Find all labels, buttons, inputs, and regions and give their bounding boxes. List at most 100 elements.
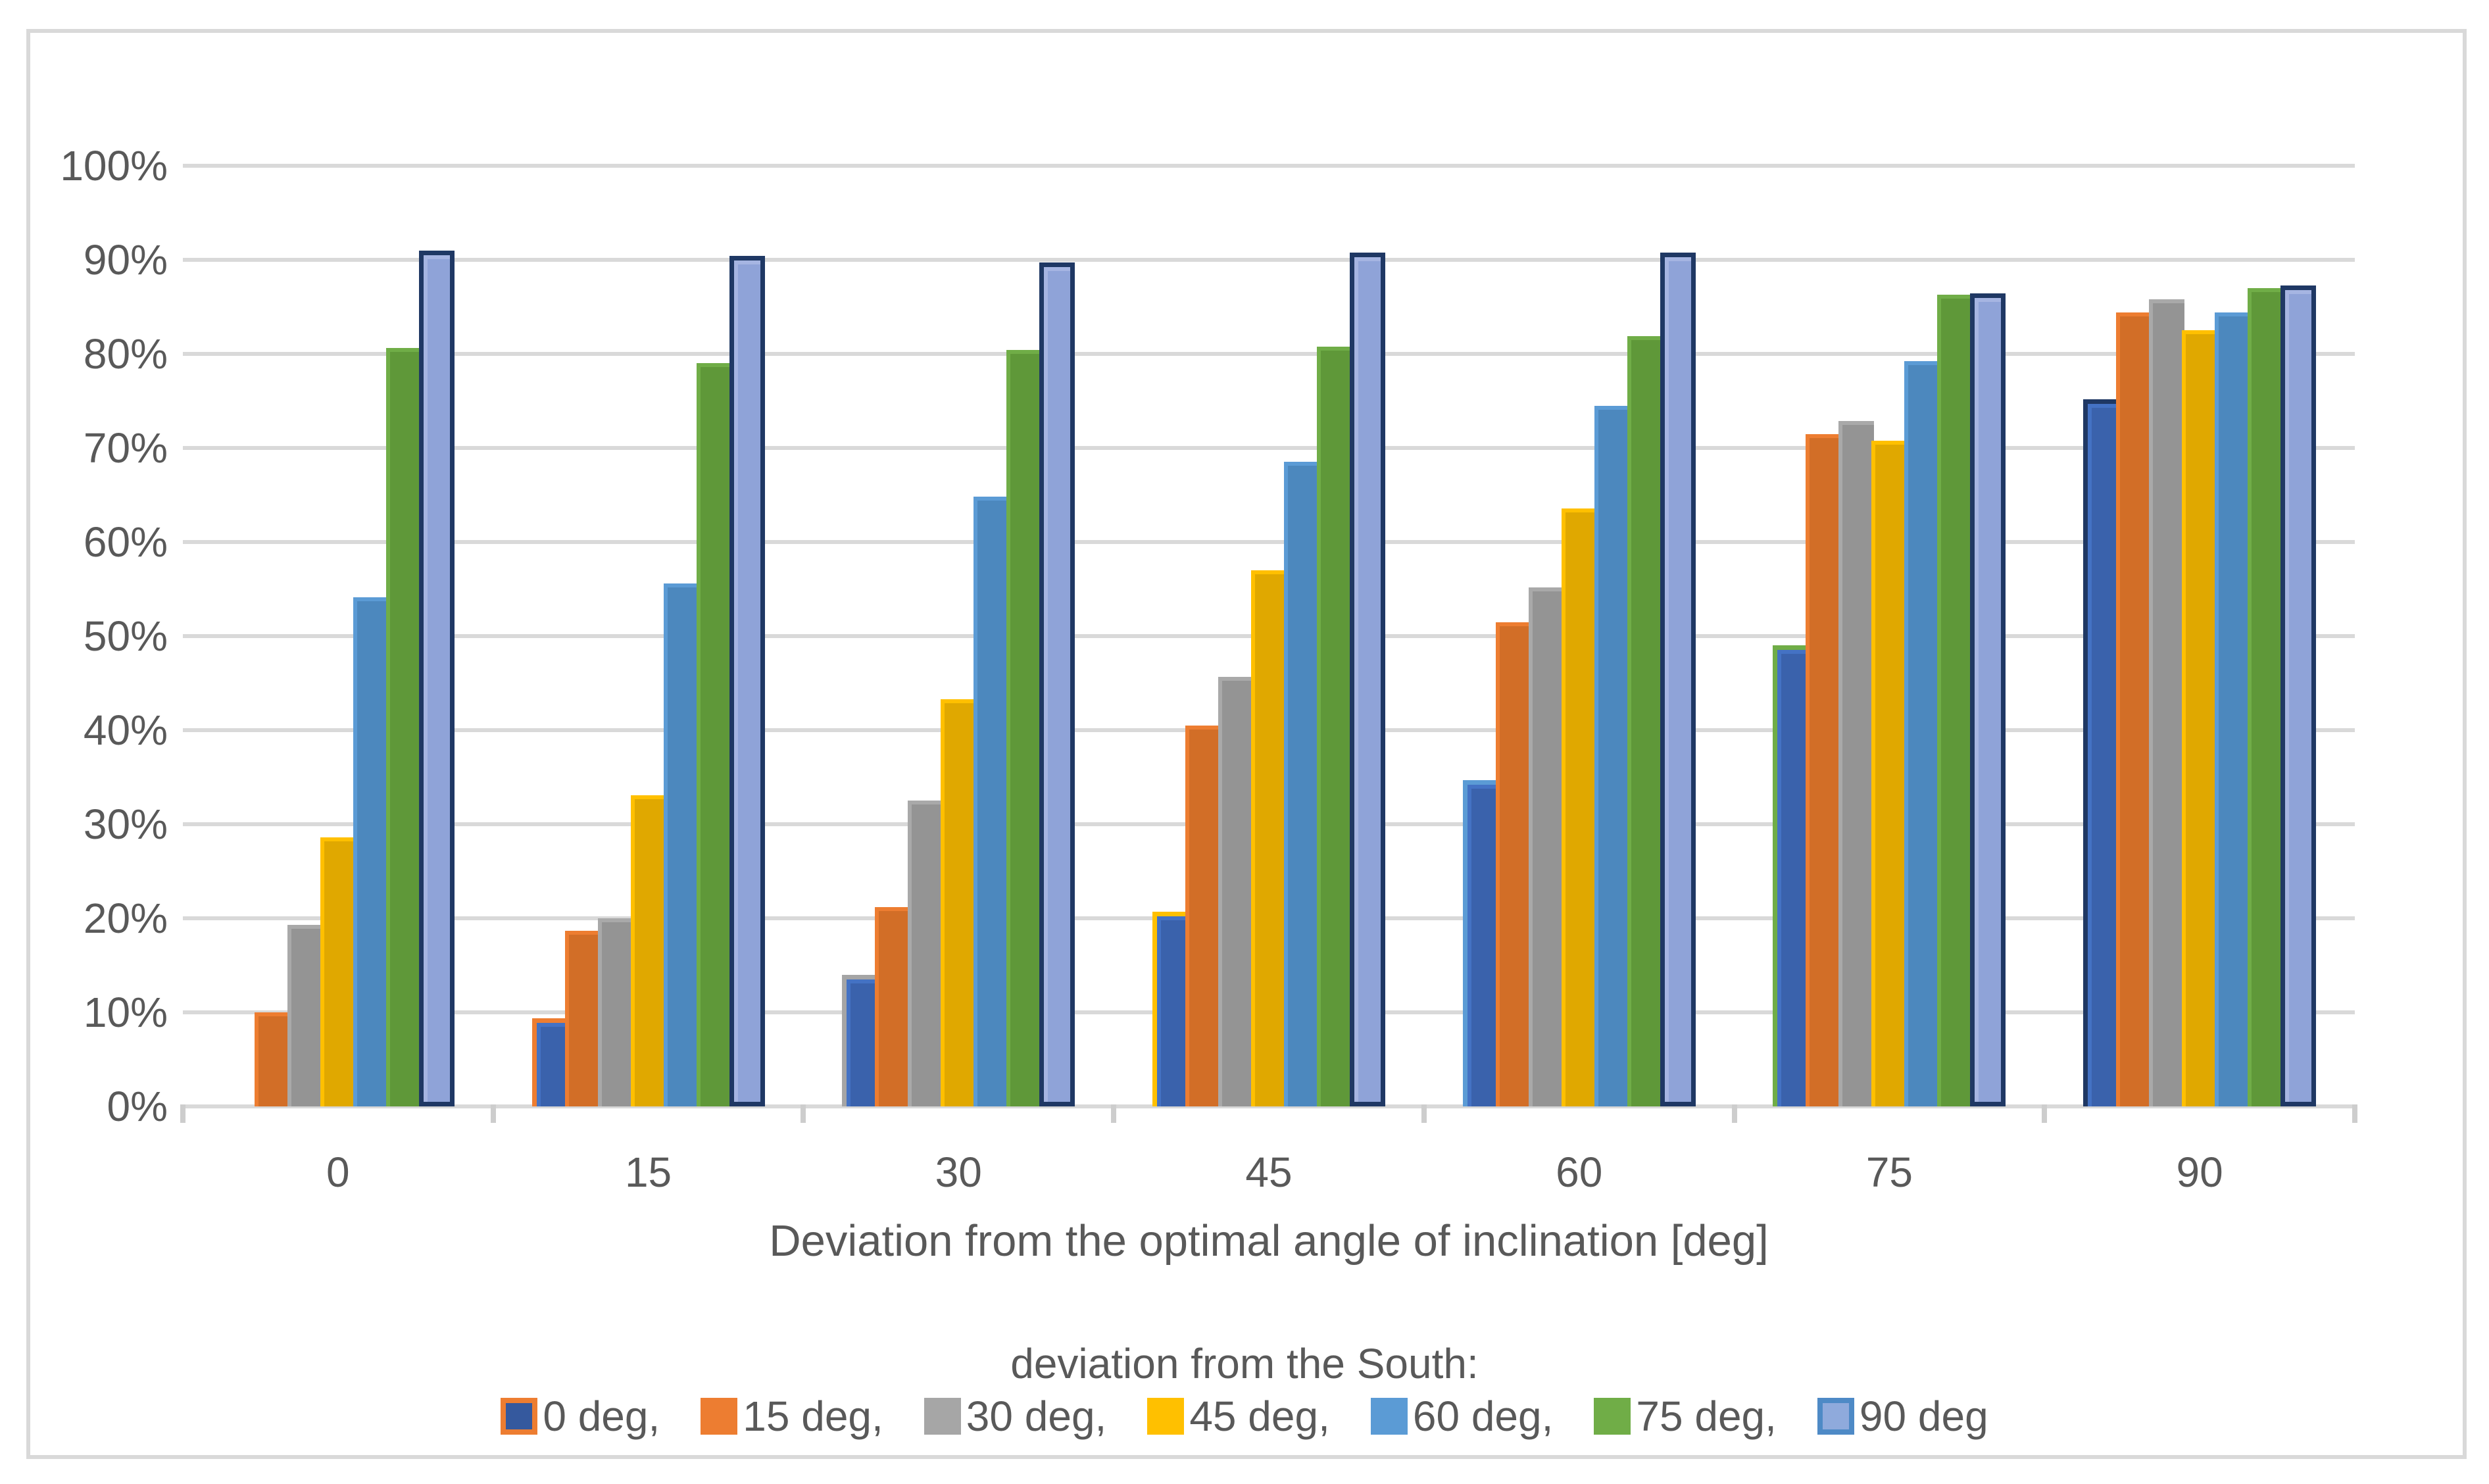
bar-0-deg-incl-45 <box>1152 912 1188 1106</box>
x-axis-label: 45 <box>1245 1149 1293 1196</box>
gridline <box>183 352 2355 356</box>
legend-swatch-75-deg <box>1594 1398 1631 1435</box>
x-axis-tick <box>2352 1104 2357 1123</box>
bar-75-deg-incl-15 <box>696 363 732 1106</box>
bar-45-deg-incl-0 <box>320 837 356 1106</box>
x-axis-title: Deviation from the optimal angle of incl… <box>769 1216 1769 1266</box>
x-axis-tick <box>490 1104 496 1123</box>
x-axis-label: 30 <box>935 1149 982 1196</box>
bar-75-deg-incl-0 <box>385 348 422 1106</box>
bar-75-deg-incl-75 <box>1937 294 1973 1106</box>
bar-15-deg-incl-60 <box>1495 622 1531 1106</box>
bar-60-deg-incl-45 <box>1284 462 1319 1106</box>
bar-45-deg-incl-15 <box>630 795 666 1106</box>
legend-title: deviation from the South: <box>1010 1340 1479 1387</box>
bar-90-deg-incl-30 <box>1039 262 1075 1106</box>
bar-30-deg-incl-90 <box>2149 299 2185 1106</box>
x-axis-tick <box>2042 1104 2048 1123</box>
bar-90-deg-incl-60 <box>1660 252 1696 1106</box>
bar-60-deg-incl-15 <box>663 583 699 1106</box>
bar-45-deg-incl-75 <box>1871 440 1908 1106</box>
bar-60-deg-incl-90 <box>2215 312 2251 1106</box>
legend-label: 0 deg, <box>543 1393 660 1440</box>
x-axis-label: 0 <box>326 1149 350 1196</box>
gridline <box>183 446 2355 450</box>
bar-60-deg-incl-60 <box>1594 405 1630 1106</box>
bar-15-deg-incl-45 <box>1185 725 1221 1106</box>
legend-item-90-deg: 90 deg <box>1817 1393 1988 1439</box>
legend-label: 30 deg, <box>966 1393 1107 1440</box>
bar-45-deg-incl-60 <box>1561 508 1597 1106</box>
y-axis-label: 50% <box>83 612 168 660</box>
bar-45-deg-incl-90 <box>2182 330 2218 1106</box>
legend-item-75-deg: 75 deg, <box>1594 1393 1777 1439</box>
x-axis-label: 15 <box>624 1149 672 1196</box>
bar-75-deg-incl-90 <box>2248 287 2284 1106</box>
x-axis-tick <box>1111 1104 1117 1123</box>
y-axis-label: 30% <box>83 801 168 848</box>
bar-60-deg-incl-30 <box>973 497 1010 1106</box>
bar-60-deg-incl-0 <box>353 597 389 1106</box>
y-axis-label: 70% <box>83 424 168 472</box>
legend-label: 90 deg <box>1859 1393 1988 1440</box>
legend-swatch-30-deg <box>924 1398 961 1435</box>
bar-30-deg-incl-75 <box>1838 420 1875 1106</box>
bar-90-deg-incl-75 <box>1970 293 2006 1106</box>
bar-30-deg-incl-60 <box>1528 587 1564 1106</box>
legend-swatch-60-deg <box>1370 1398 1408 1435</box>
legend-item-30-deg: 30 deg, <box>924 1393 1107 1440</box>
bar-0-deg-incl-60 <box>1462 779 1498 1106</box>
bar-0-deg-incl-30 <box>842 974 878 1106</box>
legend-label: 45 deg, <box>1189 1393 1330 1440</box>
bar-0-deg-incl-90 <box>2083 399 2119 1106</box>
x-axis-tick <box>1421 1104 1427 1123</box>
gridline <box>183 540 2355 544</box>
gridline <box>183 164 2355 168</box>
bar-90-deg-incl-15 <box>729 256 765 1106</box>
bar-45-deg-incl-30 <box>941 699 977 1106</box>
legend-swatch-0-deg <box>501 1398 538 1435</box>
bar-30-deg-incl-30 <box>908 801 944 1106</box>
x-axis-label: 60 <box>1556 1149 1603 1196</box>
legend-label: 60 deg, <box>1412 1393 1554 1440</box>
legend-swatch-90-deg <box>1817 1398 1854 1435</box>
legend: 0 deg, 15 deg, 30 deg, 45 deg, 60 deg, 75 deg… <box>26 1393 2463 1439</box>
bar-75-deg-incl-30 <box>1006 350 1043 1106</box>
bar-75-deg-incl-60 <box>1627 335 1663 1106</box>
bar-45-deg-incl-45 <box>1251 570 1287 1106</box>
y-axis-label: 80% <box>83 330 168 378</box>
y-axis-label: 90% <box>83 236 168 284</box>
bar-30-deg-incl-15 <box>597 918 633 1106</box>
legend-item-15-deg: 15 deg, <box>701 1393 883 1439</box>
bar-75-deg-incl-45 <box>1317 346 1352 1106</box>
plot-area: 0 15 30 45 60 75 90 <box>180 164 2357 1196</box>
bar-15-deg-incl-0 <box>254 1012 290 1106</box>
x-axis-tick <box>180 1104 185 1123</box>
x-axis-tick <box>1731 1104 1737 1123</box>
y-axis-label: 20% <box>83 895 168 942</box>
bar-30-deg-incl-0 <box>287 925 323 1106</box>
legend-item-0-deg: 0 deg, <box>501 1393 660 1439</box>
x-axis-line <box>183 1104 2355 1108</box>
legend-swatch-45-deg <box>1147 1398 1185 1435</box>
y-axis-label: 60% <box>83 518 168 566</box>
bar-0-deg-incl-75 <box>1773 645 1809 1106</box>
y-axis-label: 0% <box>107 1083 168 1130</box>
y-axis-label: 40% <box>83 706 168 754</box>
bar-0-deg-incl-15 <box>531 1018 568 1106</box>
bar-15-deg-incl-75 <box>1806 433 1842 1106</box>
bar-15-deg-incl-30 <box>875 906 911 1106</box>
bar-15-deg-incl-90 <box>2116 312 2152 1106</box>
bar-15-deg-incl-15 <box>564 930 601 1106</box>
gridline <box>183 258 2355 262</box>
legend-label: 15 deg, <box>743 1393 883 1440</box>
bar-90-deg-incl-0 <box>418 250 455 1106</box>
y-axis-label: 10% <box>83 989 168 1036</box>
legend-label: 75 deg, <box>1636 1393 1777 1440</box>
x-axis-tick <box>801 1104 806 1123</box>
x-axis-label: 75 <box>1865 1149 1913 1196</box>
bar-90-deg-incl-90 <box>2280 285 2317 1106</box>
legend-item-60-deg: 60 deg, <box>1370 1393 1554 1440</box>
bar-30-deg-incl-45 <box>1218 676 1254 1106</box>
